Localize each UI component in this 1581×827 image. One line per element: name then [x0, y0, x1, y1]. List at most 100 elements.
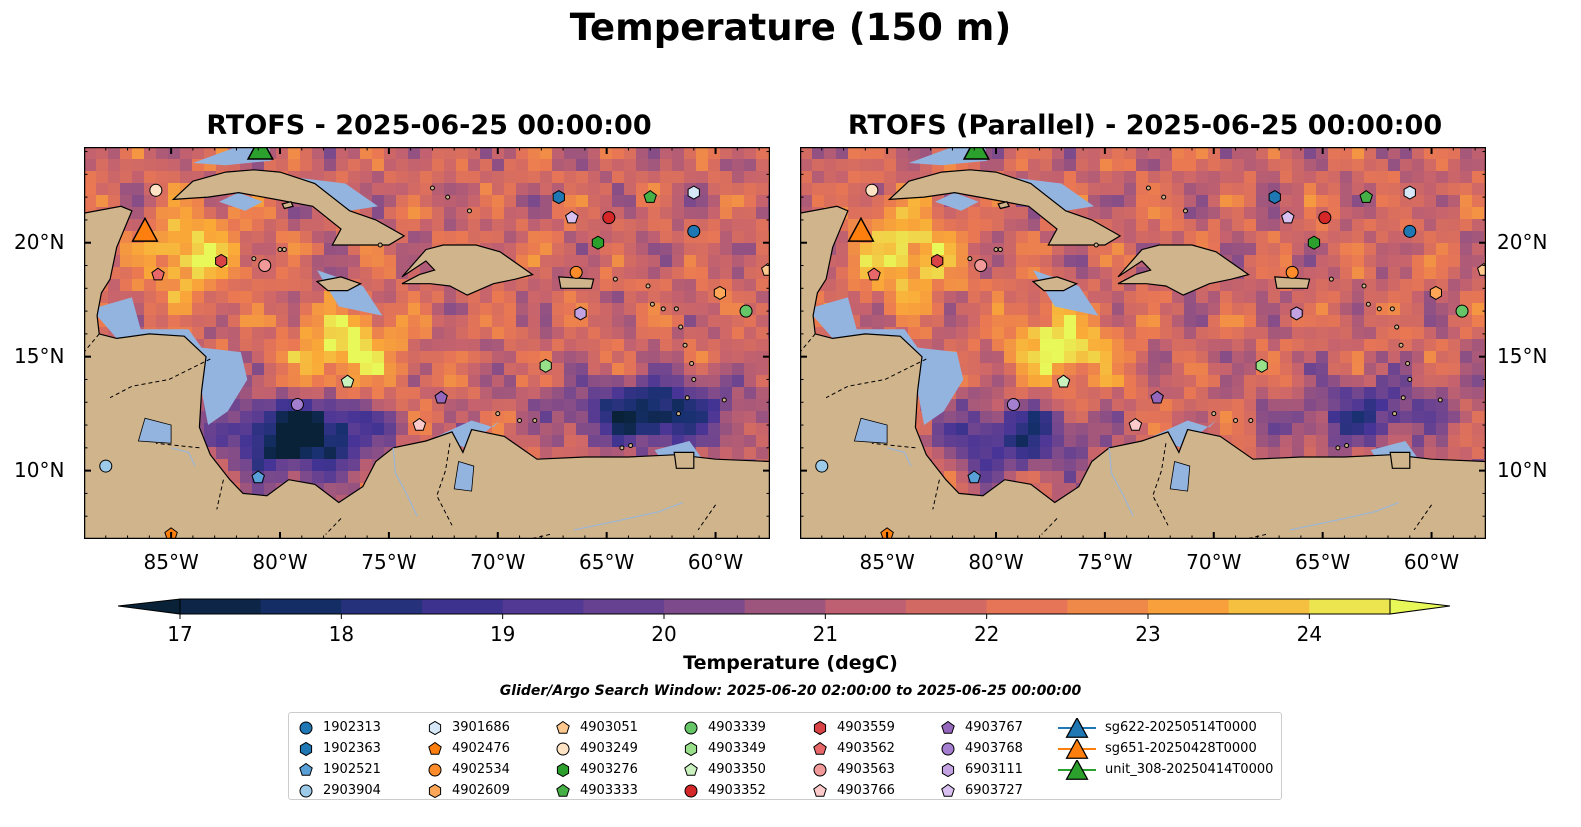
float-marker-4903766[interactable] [1128, 417, 1143, 431]
legend-label: 6903727 [965, 783, 1023, 798]
float-marker-4903559[interactable] [215, 253, 228, 269]
float-marker-1902521[interactable] [251, 470, 265, 484]
float-marker-1902363[interactable] [552, 190, 565, 205]
float-marker-4903563[interactable] [258, 259, 272, 273]
map-panel-rtofs-parallel[interactable] [800, 147, 1486, 539]
colorbar-bin [906, 599, 988, 614]
legend-item: 1902521 [297, 759, 381, 780]
legend-label: 4903333 [580, 783, 638, 798]
float-marker-4903350[interactable] [340, 374, 355, 388]
pentagon-marker-icon [299, 762, 313, 776]
float-marker-3901686[interactable] [1403, 185, 1416, 200]
float-marker-4903767[interactable] [434, 390, 448, 404]
lon-tick-label: 70°W [1186, 550, 1242, 574]
lon-tick-label: 70°W [470, 550, 526, 574]
pentagon-marker-icon [941, 783, 955, 797]
pentagon-marker-icon [684, 762, 698, 776]
legend-label: 4903767 [965, 720, 1023, 735]
legend-label: 4902534 [452, 762, 510, 777]
circle-marker-icon [556, 742, 570, 755]
colorbar-bin [664, 599, 746, 614]
float-marker-4903352[interactable] [1318, 211, 1332, 225]
lat-tick-label-left: 20°N [14, 229, 65, 254]
legend-item: sg651-20250428T0000 [1057, 738, 1273, 759]
legend-label: 4903766 [837, 783, 895, 798]
float-marker-4902609[interactable] [1429, 285, 1442, 300]
float-marker-4903349[interactable] [1255, 358, 1268, 373]
glider-marker-sg651-20250428T0000[interactable] [131, 216, 159, 242]
pentagon-marker-icon [428, 741, 442, 755]
colorbar-bin [1067, 599, 1149, 614]
float-marker-4903767[interactable] [1150, 390, 1164, 404]
float-marker-4902534[interactable] [1285, 265, 1299, 279]
legend-label: sg651-20250428T0000 [1105, 741, 1257, 756]
float-marker-4903562[interactable] [151, 267, 165, 281]
float-marker-3901686[interactable] [687, 185, 700, 200]
float-marker-4903333[interactable] [643, 189, 657, 203]
float-marker-4903051[interactable] [1477, 262, 1486, 276]
float-marker-4903766[interactable] [412, 417, 427, 431]
float-marker-4903563[interactable] [974, 259, 988, 273]
triangle-marker-icon [1058, 738, 1096, 759]
float-marker-4903350[interactable] [1056, 374, 1071, 388]
float-marker-2903904[interactable] [99, 459, 113, 473]
float-marker-4903249[interactable] [865, 183, 879, 197]
float-marker-4903352[interactable] [602, 211, 616, 225]
search-window-text: Glider/Argo Search Window: 2025-06-20 02… [499, 683, 1082, 699]
legend-item: 4903350 [682, 759, 766, 780]
float-marker-6903727[interactable] [1281, 210, 1295, 224]
legend-item: 4902609 [426, 780, 510, 801]
float-marker-4903339[interactable] [739, 304, 753, 318]
legend-item: 3901686 [426, 717, 510, 738]
float-marker-2903904[interactable] [815, 459, 829, 473]
float-marker-4902609[interactable] [713, 285, 726, 300]
hexagon-marker-icon [684, 741, 698, 756]
hexagon-marker-icon [941, 762, 955, 777]
float-marker-4903768[interactable] [1006, 398, 1020, 412]
colorbar-tick-label: 19 [490, 622, 515, 644]
colorbar: 17 18 19 20 21 22 23 24 [118, 598, 1451, 644]
float-marker-4903562[interactable] [867, 267, 881, 281]
lon-tick-label: 60°W [687, 550, 744, 574]
legend-item: 4903563 [811, 759, 895, 780]
float-marker-6903111[interactable] [574, 306, 587, 321]
float-marker-1902313[interactable] [687, 224, 701, 238]
circle-marker-icon [813, 763, 827, 776]
float-marker-4903051[interactable] [761, 262, 770, 276]
legend-item: 4903562 [811, 738, 895, 759]
legend-item: 1902313 [297, 717, 381, 738]
float-marker-4903276[interactable] [591, 235, 605, 250]
legend-label: 4903249 [580, 741, 638, 756]
float-marker-1902521[interactable] [967, 470, 981, 484]
legend-label: 4903276 [580, 762, 638, 777]
colorbar-bin [1309, 599, 1391, 614]
float-marker-1902313[interactable] [1403, 224, 1417, 238]
colorbar-bin [341, 599, 423, 614]
colorbar-bin [744, 599, 826, 614]
float-marker-4903333[interactable] [1359, 189, 1373, 203]
legend-label: 4903768 [965, 741, 1023, 756]
float-marker-6903111[interactable] [1290, 306, 1303, 321]
float-marker-4903339[interactable] [1455, 304, 1469, 318]
float-marker-4903249[interactable] [149, 183, 163, 197]
float-marker-6903727[interactable] [565, 210, 579, 224]
colorbar-bin [260, 599, 342, 614]
legend-column: 3901686 4902476 4902534 4902609 [426, 717, 510, 801]
figure-title: Temperature (150 m) [569, 6, 1012, 49]
colorbar-tick-label: 22 [974, 622, 999, 644]
float-marker-4903559[interactable] [931, 253, 944, 269]
colorbar-extend-low [118, 598, 181, 615]
lat-tick-label-left: 10°N [14, 457, 65, 482]
float-marker-1902363[interactable] [1268, 190, 1281, 205]
float-marker-4903768[interactable] [290, 398, 304, 412]
legend-column: 4903339 4903349 4903350 4903352 [682, 717, 766, 801]
legend-item: 4903768 [939, 738, 1023, 759]
legend-item: 6903727 [939, 780, 1023, 801]
float-marker-4903276[interactable] [1307, 235, 1321, 250]
legend-item: 4903559 [811, 717, 895, 738]
float-marker-4902534[interactable] [569, 265, 583, 279]
float-marker-4903349[interactable] [539, 358, 552, 373]
circle-marker-icon [299, 784, 313, 797]
map-panel-rtofs[interactable] [84, 147, 770, 539]
glider-marker-sg651-20250428T0000[interactable] [847, 216, 875, 242]
